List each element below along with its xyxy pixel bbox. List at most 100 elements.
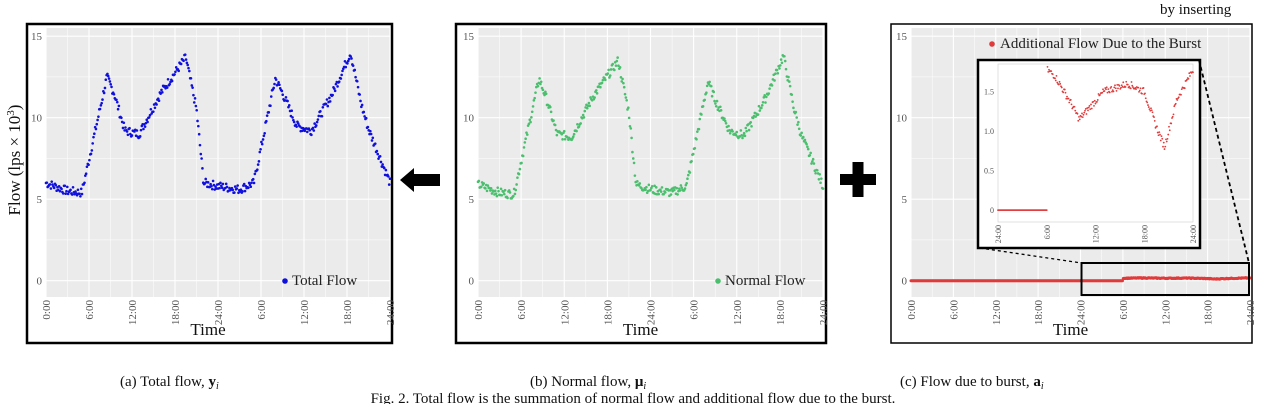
data-point (795, 116, 799, 119)
data-point (60, 187, 63, 191)
data-point (490, 192, 494, 195)
data-point (758, 109, 762, 112)
data-point (697, 127, 701, 131)
inset-data-point (1055, 75, 1058, 77)
chart-burst-flow: 0 5 10 15 0:00 6:00 12:00 18:00 24:00 6:00 12:00 18… (896, 28, 1257, 339)
data-point (258, 150, 262, 154)
data-point (277, 81, 280, 84)
data-point (649, 188, 652, 192)
data-point (184, 58, 188, 61)
x-tick-label: 24:00 (646, 300, 658, 326)
data-point (350, 57, 353, 60)
data-point (700, 113, 703, 116)
inset-data-point (1126, 83, 1129, 86)
inset-data-point (1162, 141, 1165, 144)
data-point (225, 185, 229, 189)
data-point (582, 116, 586, 119)
data-point (128, 126, 131, 130)
data-point (211, 179, 215, 183)
data-point (495, 194, 499, 198)
data-point (278, 83, 281, 87)
data-point (96, 118, 99, 122)
inset-data-point (1093, 99, 1096, 102)
data-point (607, 68, 610, 72)
inset-data-point (1047, 70, 1050, 73)
inset-data-point (1142, 87, 1145, 89)
inset-data-point (1057, 83, 1060, 86)
data-point (529, 120, 532, 124)
inset-y-tick-label: 0 (990, 206, 994, 215)
data-point (536, 84, 540, 88)
x-tick-label: 18:00 (170, 300, 182, 326)
chart-total-flow: 0 5 10 15 0:00 6:00 12:00 18:00 24:00 6:00 12:00 18… (5, 28, 397, 339)
data-point (806, 147, 810, 151)
data-point (50, 180, 54, 183)
inset-data-point (1165, 140, 1168, 143)
data-point (818, 172, 822, 176)
inset-data-point (1149, 109, 1152, 112)
inset-data-point (1156, 125, 1158, 128)
data-point (143, 125, 147, 129)
inset-data-point (1105, 88, 1107, 91)
data-point (253, 172, 257, 176)
data-point (343, 59, 347, 63)
data-point (97, 115, 100, 118)
data-point (500, 193, 504, 197)
data-point (696, 130, 699, 133)
data-point (76, 188, 80, 192)
data-point (315, 120, 319, 124)
x-tick-label: 6:00 (516, 300, 528, 320)
data-point (328, 100, 332, 103)
inset-data-point (1101, 91, 1104, 94)
inset-data-point (1050, 70, 1053, 73)
data-point (703, 98, 707, 102)
x-axis-label: Time (623, 320, 658, 339)
data-point (98, 107, 102, 111)
inset-data-point (1183, 87, 1186, 90)
zoom-box (1080, 262, 1250, 296)
data-point (754, 115, 757, 118)
inset-data-point (1084, 109, 1086, 112)
data-point (544, 92, 548, 96)
data-point (153, 106, 157, 110)
data-point (513, 192, 517, 196)
data-point (506, 196, 509, 200)
inset-data-point (1081, 116, 1084, 119)
inset-y-tick-label: 0.5 (984, 167, 994, 176)
data-point (262, 134, 266, 138)
data-point (260, 142, 264, 146)
data-point (210, 185, 213, 188)
data-point (637, 184, 641, 187)
data-point (387, 183, 391, 186)
panel-total-flow: 0 5 10 15 0:00 6:00 12:00 18:00 24:00 6:00 12:00 18… (5, 22, 397, 345)
data-point (260, 140, 263, 144)
data-point (174, 66, 178, 69)
data-point (174, 70, 177, 74)
data-point (561, 138, 564, 141)
data-point (89, 152, 93, 156)
data-point (106, 72, 109, 76)
inset-data-point (1187, 77, 1190, 80)
data-point (805, 142, 808, 146)
data-point (494, 192, 498, 195)
data-point (531, 105, 535, 108)
data-point (219, 181, 222, 185)
y-tick-label: 0 (902, 276, 908, 288)
data-point (497, 189, 500, 193)
data-point (723, 117, 726, 120)
data-point (121, 126, 125, 130)
data-point (654, 186, 658, 189)
data-point (106, 74, 110, 78)
data-point (638, 182, 642, 185)
data-point (797, 127, 801, 131)
data-point (235, 187, 239, 190)
data-point (355, 79, 359, 83)
data-point (194, 104, 198, 108)
data-point (66, 192, 70, 196)
data-point (265, 114, 269, 117)
data-point (749, 120, 753, 124)
data-point (614, 64, 618, 67)
x-tick-label: 24:00 (1076, 300, 1088, 326)
data-point (179, 62, 183, 66)
inset-data-point (1168, 125, 1170, 128)
